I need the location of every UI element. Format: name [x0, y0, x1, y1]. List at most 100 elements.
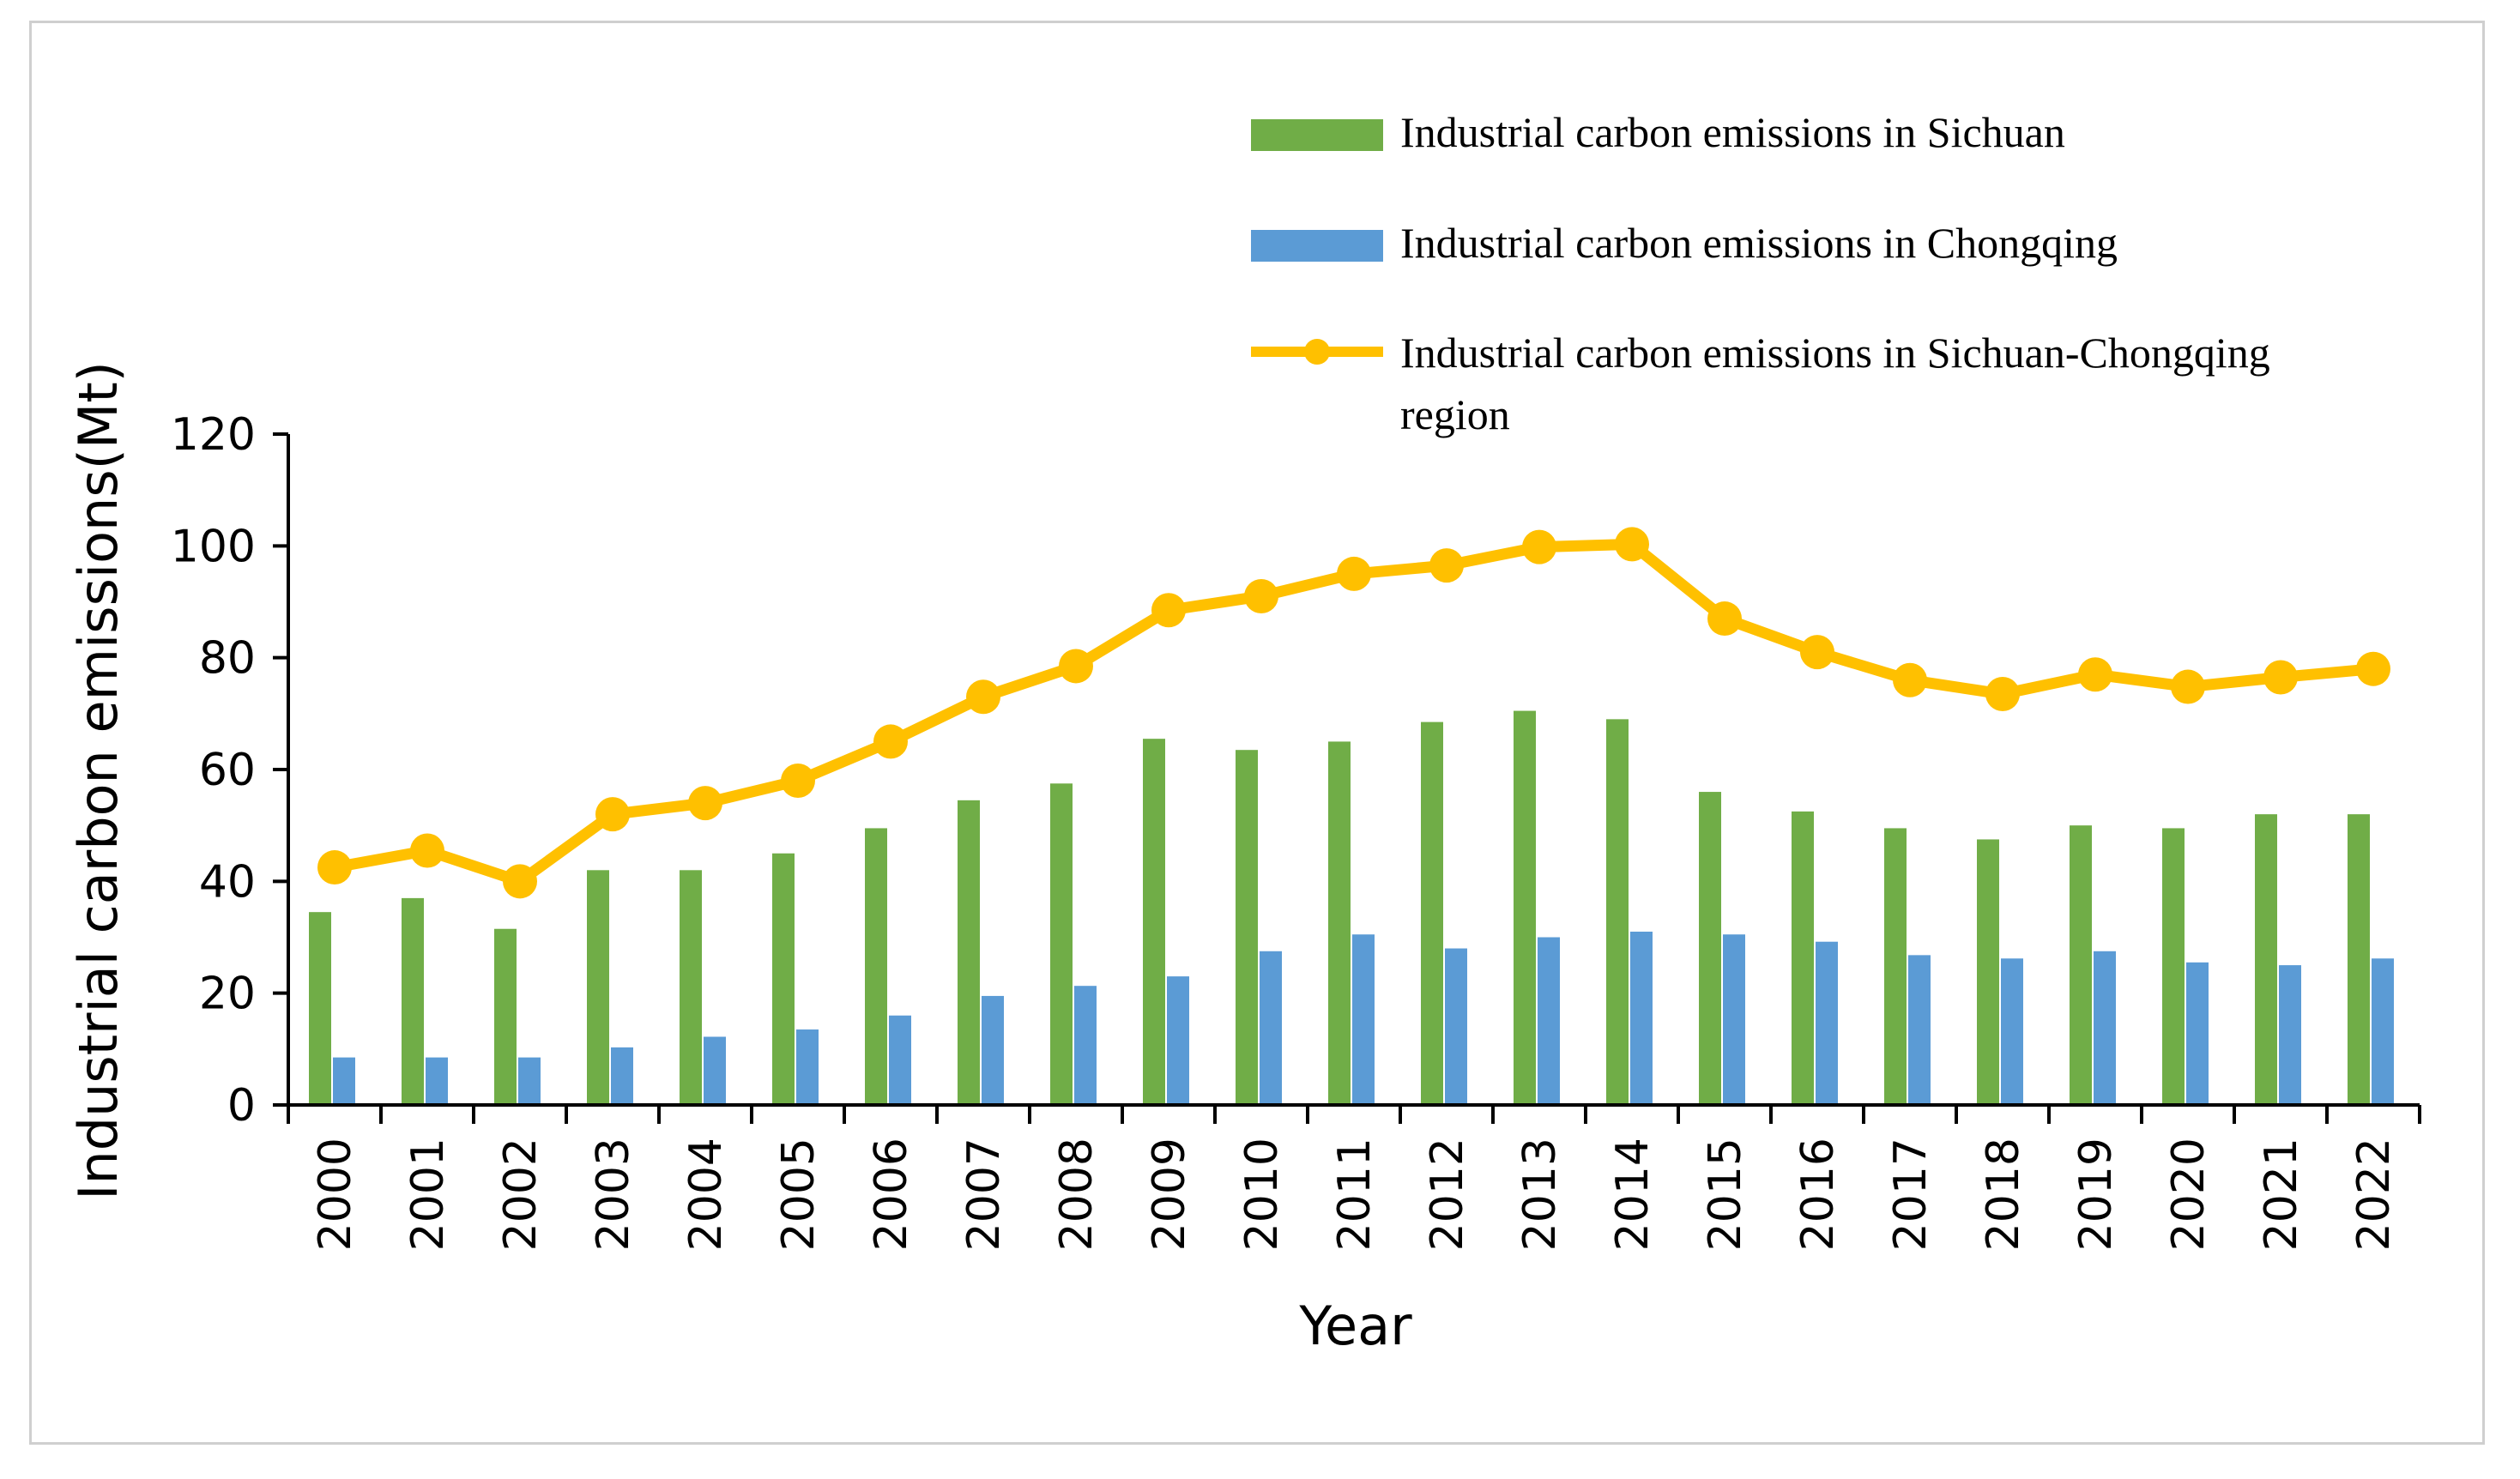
bar-chongqing — [1908, 955, 1931, 1105]
legend-label-region-line1: Industrial carbon emissions in Sichuan-C… — [1400, 329, 2270, 377]
chongqing-bars — [333, 931, 2394, 1105]
bar-chongqing — [1723, 934, 1745, 1105]
bar-sichuan — [772, 853, 795, 1105]
x-axis-ticks: 2000 2001 2002 2003 2004 2005 2006 2007 2008 2009… — [287, 1105, 2421, 1251]
region-point — [1985, 677, 2020, 712]
bar-chongqing — [1816, 941, 1838, 1105]
x-tick-label: 2001 — [402, 1138, 454, 1251]
x-tick-label: 2019 — [2070, 1138, 2122, 1251]
y-tick-label: 60 — [199, 745, 256, 796]
bar-sichuan — [680, 870, 702, 1105]
x-tick-label: 2017 — [1885, 1138, 1937, 1251]
bar-sichuan — [494, 928, 517, 1105]
bar-sichuan — [865, 828, 887, 1105]
bar-sichuan — [1421, 721, 1443, 1105]
bar-chongqing — [426, 1057, 448, 1105]
x-tick-label: 2005 — [773, 1138, 825, 1251]
legend-label-chongqing: Industrial carbon emissions in Chongqing — [1400, 219, 2118, 267]
bar-chongqing — [796, 1029, 819, 1105]
legend: Industrial carbon emissions in Sichuan I… — [1251, 108, 2270, 438]
region-line — [329, 538, 2379, 887]
bar-chongqing — [982, 995, 1004, 1105]
x-tick-label: 2002 — [495, 1138, 547, 1251]
region-point — [1615, 527, 1649, 562]
x-tick-label: 2016 — [1792, 1138, 1844, 1251]
x-tick-label: 2012 — [1422, 1138, 1473, 1251]
bar-sichuan — [958, 800, 980, 1105]
region-point — [2171, 669, 2205, 704]
x-axis-title: Year — [1298, 1295, 1412, 1357]
bar-chongqing — [518, 1057, 541, 1105]
bar-sichuan — [2255, 814, 2277, 1105]
y-tick-label: 100 — [171, 521, 256, 572]
y-axis-title: Industrial carbon emissions(Mt) — [67, 361, 130, 1200]
region-point — [1337, 556, 1371, 591]
bar-sichuan — [1514, 710, 1536, 1105]
bar-chongqing — [1630, 931, 1653, 1105]
x-tick-label: 2010 — [1236, 1138, 1288, 1251]
bar-chongqing — [2372, 958, 2394, 1105]
bar-sichuan — [587, 870, 609, 1105]
x-tick-label: 2009 — [1144, 1138, 1195, 1251]
bar-sichuan — [1050, 783, 1073, 1105]
x-tick-label: 2022 — [2348, 1138, 2400, 1251]
bar-chongqing — [611, 1047, 633, 1105]
bar-chongqing — [704, 1036, 726, 1105]
x-tick-label: 2003 — [588, 1138, 639, 1251]
bar-sichuan — [2348, 814, 2370, 1105]
bar-sichuan — [1606, 719, 1629, 1105]
x-tick-label: 2011 — [1329, 1138, 1381, 1251]
legend-label-region-line2: region — [1400, 390, 1510, 438]
legend-swatch-chongqing — [1251, 230, 1383, 262]
region-point — [873, 724, 908, 759]
x-tick-label: 2004 — [680, 1138, 732, 1251]
y-tick-label: 20 — [199, 969, 256, 1020]
region-point — [1800, 635, 1834, 670]
bar-sichuan — [1328, 741, 1351, 1105]
sichuan-bars — [309, 710, 2370, 1105]
bar-chongqing — [333, 1057, 355, 1105]
region-point — [688, 786, 722, 821]
x-tick-label: 2020 — [2163, 1138, 2215, 1251]
y-axis-ticks: 0 20 40 60 80 100 120 — [171, 409, 288, 1132]
bar-sichuan — [1792, 811, 1814, 1105]
bar-chongqing — [889, 1015, 911, 1105]
bar-chongqing — [1352, 934, 1375, 1105]
region-point — [1707, 601, 1742, 637]
bar-chongqing — [1167, 976, 1189, 1105]
region-point — [2263, 660, 2298, 695]
bar-chongqing — [2279, 965, 2301, 1105]
region-point — [1059, 649, 1093, 684]
region-point — [317, 850, 352, 885]
y-tick-label: 120 — [171, 409, 256, 461]
x-tick-label: 2015 — [1700, 1138, 1751, 1251]
y-tick-label: 80 — [199, 633, 256, 685]
region-point — [1429, 548, 1464, 583]
bar-sichuan — [2162, 828, 2185, 1105]
legend-swatch-sichuan — [1251, 119, 1383, 151]
x-tick-label: 2008 — [1051, 1138, 1103, 1251]
bar-chongqing — [2186, 962, 2209, 1105]
region-point — [966, 679, 1000, 715]
bar-chongqing — [1260, 951, 1282, 1105]
x-tick-label: 2007 — [958, 1138, 1010, 1251]
x-tick-label: 2006 — [866, 1138, 917, 1251]
legend-swatch-region-marker — [1304, 339, 1330, 365]
region-point — [1522, 529, 1556, 564]
region-point — [2078, 657, 2112, 692]
region-point — [1893, 662, 1927, 697]
region-point — [2356, 651, 2390, 686]
bar-sichuan — [1977, 839, 1999, 1105]
bar-sichuan — [2070, 825, 2092, 1105]
y-tick-label: 40 — [199, 856, 256, 908]
bar-chongqing — [2001, 958, 2023, 1105]
region-point — [503, 864, 537, 899]
region-point — [1151, 593, 1186, 628]
region-point — [410, 833, 444, 868]
bar-chongqing — [1445, 948, 1467, 1105]
x-tick-label: 2000 — [310, 1138, 361, 1251]
bar-chongqing — [2094, 951, 2116, 1105]
bar-sichuan — [1143, 739, 1165, 1105]
region-point — [1244, 578, 1278, 613]
